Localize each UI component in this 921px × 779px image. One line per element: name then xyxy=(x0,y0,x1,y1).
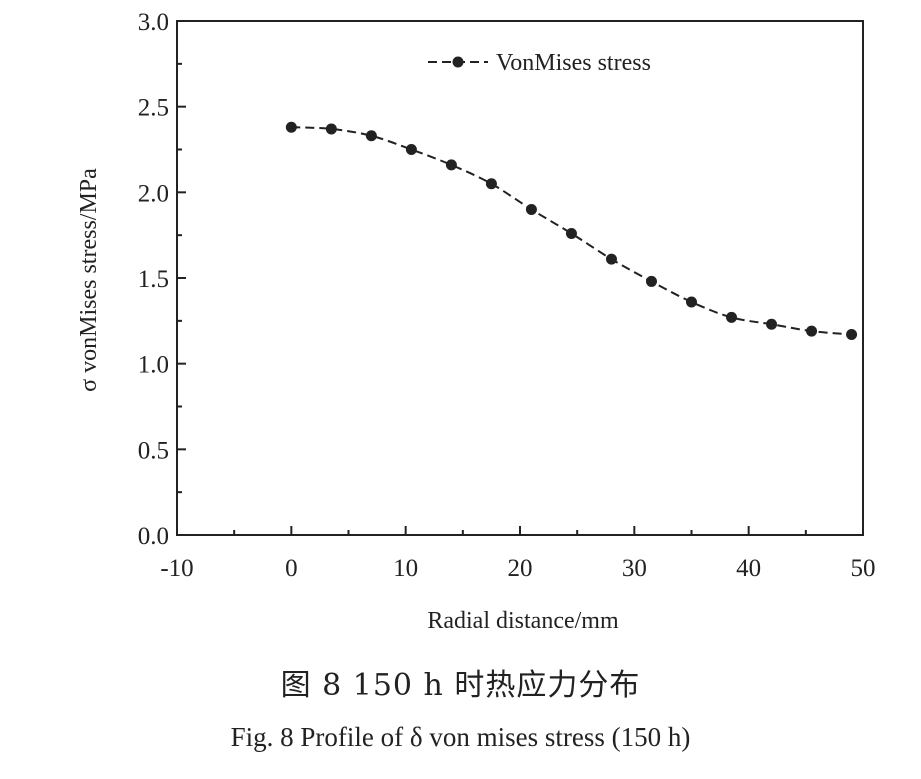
y-tick-label: 0.5 xyxy=(138,437,169,464)
x-tick-label: 20 xyxy=(508,555,533,582)
legend-label: VonMises stress xyxy=(496,50,651,76)
x-tick-label: -10 xyxy=(160,555,193,582)
plot-frame xyxy=(176,20,864,536)
x-tick-label: 10 xyxy=(393,555,418,582)
data-point xyxy=(645,275,657,287)
data-point xyxy=(325,123,337,135)
data-point xyxy=(525,203,537,215)
series-line xyxy=(291,126,852,336)
figure-caption-english: Fig. 8 Profile of δ von mises stress (15… xyxy=(230,722,691,752)
x-axis: -10 0 10 20 30 40 50 xyxy=(160,526,876,582)
data-point xyxy=(726,311,738,323)
data-point xyxy=(405,144,417,155)
plot-border xyxy=(176,20,864,536)
data-point xyxy=(365,130,377,142)
data-point xyxy=(605,253,617,265)
x-tick-label: 30 xyxy=(622,555,647,582)
y-axis: 0.0 0.5 1.0 1.5 2.0 2.5 3.0 xyxy=(138,9,186,550)
series-layer xyxy=(285,121,858,341)
x-tick-label: 40 xyxy=(736,555,761,582)
y-tick-label: 1.5 xyxy=(138,266,169,293)
legend-marker xyxy=(452,56,464,68)
figure-caption-chinese: 图 8 150 h 时热应力分布 xyxy=(280,668,641,703)
x-axis-label: Radial distance/mm xyxy=(427,608,619,634)
data-point xyxy=(686,296,697,308)
y-tick-label: 2.0 xyxy=(138,180,169,207)
x-tick-label: 0 xyxy=(285,555,298,582)
y-tick-label: 0.0 xyxy=(138,523,169,550)
data-point xyxy=(565,227,577,239)
x-tick-label: 50 xyxy=(851,555,876,582)
y-tick-label: 3.0 xyxy=(138,9,169,36)
data-point xyxy=(846,329,858,341)
data-point xyxy=(806,325,818,337)
data-point xyxy=(485,178,497,190)
data-point xyxy=(445,159,457,171)
data-point xyxy=(766,318,778,330)
y-axis-label: σ vonMises stress/MPa xyxy=(76,168,102,392)
chart: -10 0 10 20 30 40 50 0.0 0.5 1.0 1.5 2.0 2.5 3.0 Von… xyxy=(76,9,876,634)
y-tick-label: 1.0 xyxy=(138,352,169,379)
y-tick-label: 2.5 xyxy=(138,95,169,122)
legend: VonMises stress xyxy=(428,50,651,76)
data-point xyxy=(285,121,297,133)
